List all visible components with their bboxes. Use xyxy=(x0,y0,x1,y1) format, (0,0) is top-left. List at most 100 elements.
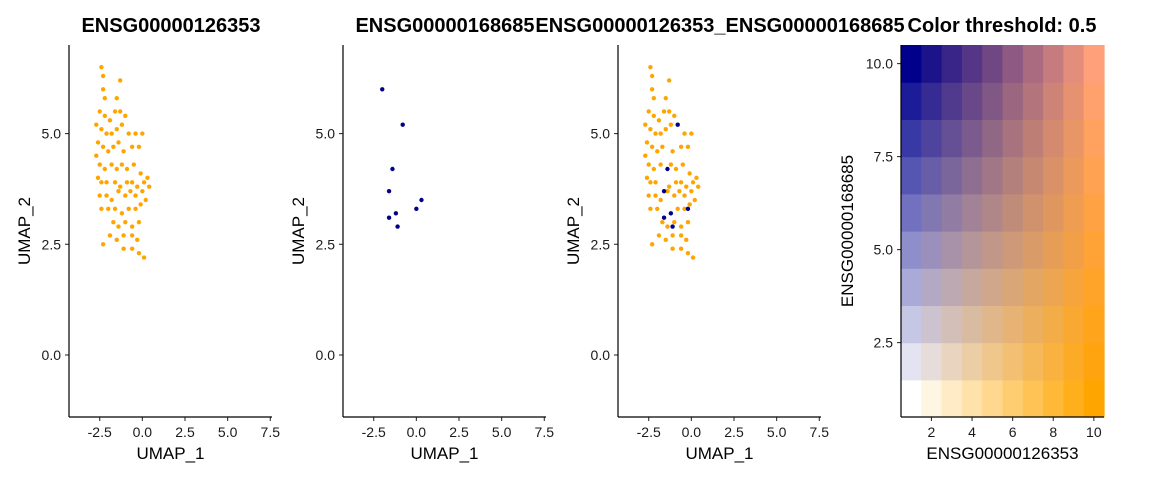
data-point xyxy=(658,131,663,136)
heatmap-cell xyxy=(982,342,1004,381)
data-point xyxy=(649,87,655,92)
x-axis-title: ENSG00000126353 xyxy=(926,444,1078,463)
heatmap-cell xyxy=(1002,379,1024,418)
data-point xyxy=(136,250,142,256)
data-point xyxy=(670,149,675,154)
data-point xyxy=(386,215,392,220)
heatmap-cell xyxy=(1002,268,1024,306)
data-point xyxy=(117,109,123,114)
data-point xyxy=(668,122,674,127)
data-point xyxy=(687,171,692,176)
heatmap-cell xyxy=(1063,119,1085,158)
data-point xyxy=(111,219,116,225)
data-point xyxy=(678,144,684,150)
data-point xyxy=(133,193,138,198)
data-point xyxy=(102,95,108,101)
data-point xyxy=(117,184,123,189)
heatmap-cell xyxy=(941,379,963,418)
heatmap-cell xyxy=(982,156,1004,195)
heatmap-cell xyxy=(982,45,1004,83)
y-tick-label: 5.0 xyxy=(42,126,62,142)
data-point xyxy=(129,246,135,251)
data-point xyxy=(145,175,150,181)
heatmap-cell xyxy=(941,156,963,195)
heatmap-cell xyxy=(1002,193,1024,232)
data-point xyxy=(668,211,674,216)
data-point xyxy=(695,184,701,189)
heatmap-cell xyxy=(1002,342,1024,381)
data-point xyxy=(112,206,118,212)
heatmap-cell xyxy=(1083,305,1105,344)
data-point xyxy=(649,242,655,247)
chart-title: ENSG00000168685 xyxy=(355,15,534,37)
x-axis-title: UMAP_1 xyxy=(685,444,753,463)
data-point xyxy=(668,162,674,167)
data-point xyxy=(675,206,680,212)
data-point xyxy=(123,113,128,119)
data-point xyxy=(95,140,101,145)
heatmap-cell xyxy=(901,45,922,83)
y-tick-label: 7.5 xyxy=(874,149,894,165)
data-point xyxy=(653,131,658,136)
y-tick-label: 2.5 xyxy=(316,236,336,252)
heatmap-cell xyxy=(901,305,922,344)
data-point xyxy=(658,197,663,203)
x-tick-label: 7.5 xyxy=(261,424,281,440)
y-tick-label: 2.5 xyxy=(591,236,611,252)
data-point xyxy=(395,224,400,229)
data-point xyxy=(678,233,684,238)
data-point xyxy=(119,162,125,167)
heatmap-cell xyxy=(982,379,1004,418)
heatmap-cell xyxy=(1022,342,1044,381)
data-point xyxy=(673,180,679,185)
data-point xyxy=(682,193,687,198)
heatmap-cell xyxy=(961,379,983,418)
heatmap-cell xyxy=(961,82,983,120)
heatmap-cell xyxy=(1022,268,1044,306)
heatmap-cell xyxy=(901,268,922,306)
x-tick-label: 2 xyxy=(928,424,936,440)
x-tick-label: 0.0 xyxy=(133,424,153,440)
heatmap-cell xyxy=(1063,231,1085,269)
data-point xyxy=(661,188,667,194)
data-point xyxy=(648,180,653,185)
data-point xyxy=(109,131,114,136)
data-point xyxy=(109,197,114,203)
data-point xyxy=(114,126,119,132)
heatmap-cell xyxy=(982,119,1004,158)
data-point xyxy=(121,233,126,238)
data-point xyxy=(660,144,665,150)
heatmap-cell xyxy=(1022,82,1044,120)
heatmap-cell xyxy=(1022,156,1044,195)
data-point xyxy=(116,140,121,145)
heatmap-cell xyxy=(1063,268,1085,306)
data-point xyxy=(119,122,125,127)
data-point xyxy=(128,188,133,194)
data-point xyxy=(655,206,660,212)
heatmap-cell xyxy=(941,305,963,344)
heatmap-cell xyxy=(921,193,943,232)
data-point xyxy=(393,211,399,216)
data-point xyxy=(390,166,395,172)
heatmap-cell xyxy=(921,268,943,306)
data-point xyxy=(666,184,672,189)
x-tick-label: 2.5 xyxy=(175,424,195,440)
data-point xyxy=(670,233,675,238)
x-tick-label: 0.0 xyxy=(682,424,702,440)
heatmap-cell xyxy=(961,268,983,306)
heatmap-cell xyxy=(1063,193,1085,232)
data-point xyxy=(114,166,119,172)
heatmap-cell xyxy=(941,342,963,381)
heatmap-cell xyxy=(901,82,922,120)
data-point xyxy=(649,73,655,79)
heatmap-cell xyxy=(1043,342,1064,381)
data-point xyxy=(684,184,689,189)
heatmap-cell xyxy=(982,82,1004,120)
data-point xyxy=(670,246,675,251)
x-tick-label: 10 xyxy=(1086,424,1102,440)
y-tick-label: 5.0 xyxy=(591,126,611,142)
heatmap-cell xyxy=(1022,379,1044,418)
data-point xyxy=(107,233,113,238)
x-tick-label: 5.0 xyxy=(492,424,512,440)
